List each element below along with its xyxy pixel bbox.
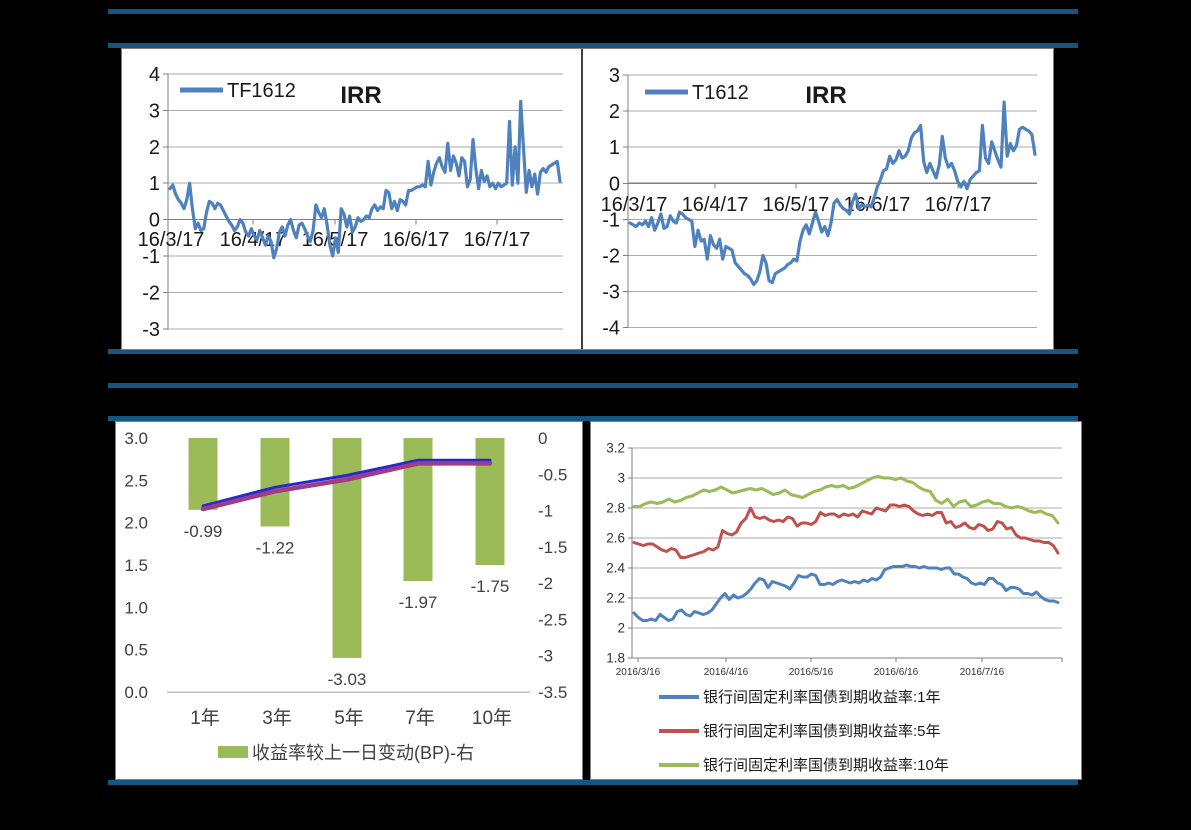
x-tick-label: 2016/5/16 bbox=[789, 667, 834, 678]
x-tick-label: 16/3/17 bbox=[138, 229, 205, 251]
x-tick-label: 2016/3/16 bbox=[616, 667, 661, 678]
x-tick-label: 16/7/17 bbox=[464, 229, 531, 251]
y-tick-label: 2.4 bbox=[606, 561, 625, 576]
x-tick-label: 2016/7/16 bbox=[960, 667, 1005, 678]
y-tick-label: -4 bbox=[602, 318, 620, 340]
bar-data-label: -3.03 bbox=[328, 670, 367, 689]
right-tick-label: -0.5 bbox=[538, 465, 567, 484]
x-tick-label: 16/6/17 bbox=[844, 194, 911, 216]
left-tick-label: 2.0 bbox=[124, 514, 148, 533]
left-tick-label: 1.5 bbox=[124, 556, 148, 575]
y-tick-label: 0 bbox=[149, 210, 160, 232]
left-tick-label: 0.5 bbox=[124, 641, 148, 660]
x-tick-label: 16/7/17 bbox=[925, 194, 992, 216]
y-tick-label: -3 bbox=[142, 319, 160, 341]
category-label: 1年 bbox=[190, 707, 220, 729]
x-tick-label: 2016/4/16 bbox=[704, 667, 749, 678]
legend-label: T1612 bbox=[692, 82, 749, 104]
y-tick-label: -1 bbox=[142, 246, 160, 268]
right-tick-label: -2 bbox=[538, 574, 553, 593]
y-tick-label: 2.8 bbox=[606, 501, 625, 516]
legend-label: 银行间固定利率国债到期收益率:5年 bbox=[703, 723, 941, 740]
chart-title: IRR bbox=[805, 82, 846, 109]
right-tick-label: 0 bbox=[538, 429, 547, 448]
category-label: 3年 bbox=[262, 707, 292, 729]
y-tick-label: -1 bbox=[602, 209, 620, 231]
left-tick-label: 2.5 bbox=[124, 471, 148, 490]
category-label: 7年 bbox=[405, 707, 435, 729]
category-label: 10年 bbox=[472, 707, 512, 729]
x-tick-label: 16/3/17 bbox=[601, 194, 668, 216]
divider-bar-middle bbox=[108, 383, 1078, 388]
y-tick-label: -3 bbox=[602, 282, 620, 304]
divider-bar-panel2-top bbox=[108, 416, 1078, 421]
y-tick-label: 4 bbox=[149, 64, 160, 86]
x-tick-label: 16/4/17 bbox=[220, 229, 287, 251]
x-tick-label: 16/4/17 bbox=[682, 194, 749, 216]
legend-label: 收益率较上一日变动(BP)-右 bbox=[252, 743, 474, 763]
right-tick-label: -1 bbox=[538, 502, 553, 521]
y-tick-label: 1 bbox=[609, 137, 620, 159]
right-tick-label: -2.5 bbox=[538, 610, 567, 629]
y-tick-label: 0 bbox=[609, 173, 620, 195]
y-tick-label: 2 bbox=[609, 101, 620, 123]
y-tick-label: 1.8 bbox=[606, 651, 625, 666]
irr-charts-panel: 4 3 2 1 0 -1 -2 -3 16/3/17 16/4/17 16/5/17 16/6/17 1… bbox=[121, 48, 1054, 350]
x-tick-label: 2016/6/16 bbox=[874, 667, 919, 678]
divider-bar-panel1-bottom bbox=[108, 349, 1078, 354]
legend-label: 银行间固定利率国债到期收益率:10年 bbox=[703, 757, 949, 774]
y-tick-label: 3 bbox=[149, 100, 160, 122]
divider-bar-top bbox=[108, 9, 1078, 14]
legend-label: 银行间固定利率国债到期收益率:1年 bbox=[703, 689, 941, 706]
left-tick-label: 1.0 bbox=[124, 598, 148, 617]
yield-change-panel: 3.0 2.5 2.0 1.5 1.0 0.5 0.0 0 -0.5 -1 -1.5 -2 -2.5 -3… bbox=[115, 421, 583, 780]
panel-divider bbox=[581, 49, 583, 349]
y-tick-label: -2 bbox=[602, 246, 620, 268]
bar-data-label: -1.75 bbox=[471, 577, 510, 596]
y-tick-label: 2.6 bbox=[606, 531, 625, 546]
y-tick-label: 2 bbox=[149, 137, 160, 159]
y-tick-label: -2 bbox=[142, 282, 160, 304]
y-tick-label: 2.2 bbox=[606, 591, 625, 606]
left-tick-label: 3.0 bbox=[124, 429, 148, 448]
left-tick-label: 0.0 bbox=[124, 683, 148, 702]
chart-title: IRR bbox=[340, 82, 381, 109]
bar-data-label: -0.99 bbox=[184, 522, 223, 541]
x-tick-label: 16/6/17 bbox=[383, 229, 450, 251]
right-tick-label: -3.5 bbox=[538, 683, 567, 702]
right-tick-label: -1.5 bbox=[538, 538, 567, 557]
y-tick-label: 1 bbox=[149, 173, 160, 195]
y-tick-label: 2 bbox=[617, 621, 625, 636]
y-tick-label: 3 bbox=[609, 65, 620, 87]
x-tick-label: 16/5/17 bbox=[763, 194, 830, 216]
chart-t1612-irr: 3 2 1 0 -1 -2 -3 -4 16/3/17 16/4/17 16/5/17 16/6/17… bbox=[601, 65, 1037, 340]
chart-yield-change-bp: 3.0 2.5 2.0 1.5 1.0 0.5 0.0 0 -0.5 -1 -1.5 -2 -2.5 -3… bbox=[124, 429, 567, 763]
category-label: 5年 bbox=[334, 707, 364, 729]
divider-bar-bottom bbox=[108, 780, 1078, 785]
divider-bar-panel1-top bbox=[108, 43, 1078, 48]
legend-label: TF1612 bbox=[227, 80, 296, 102]
right-tick-label: -3 bbox=[538, 647, 553, 666]
y-tick-label: 3 bbox=[617, 471, 625, 486]
bar-data-label: -1.22 bbox=[256, 539, 295, 558]
bar-data-label: -1.97 bbox=[399, 593, 438, 612]
y-tick-label: 3.2 bbox=[606, 441, 625, 456]
cgb-yield-panel: 3.2 3 2.8 2.6 2.4 2.2 2 1.8 2016/3/16 2016/4/16 20… bbox=[590, 421, 1082, 780]
